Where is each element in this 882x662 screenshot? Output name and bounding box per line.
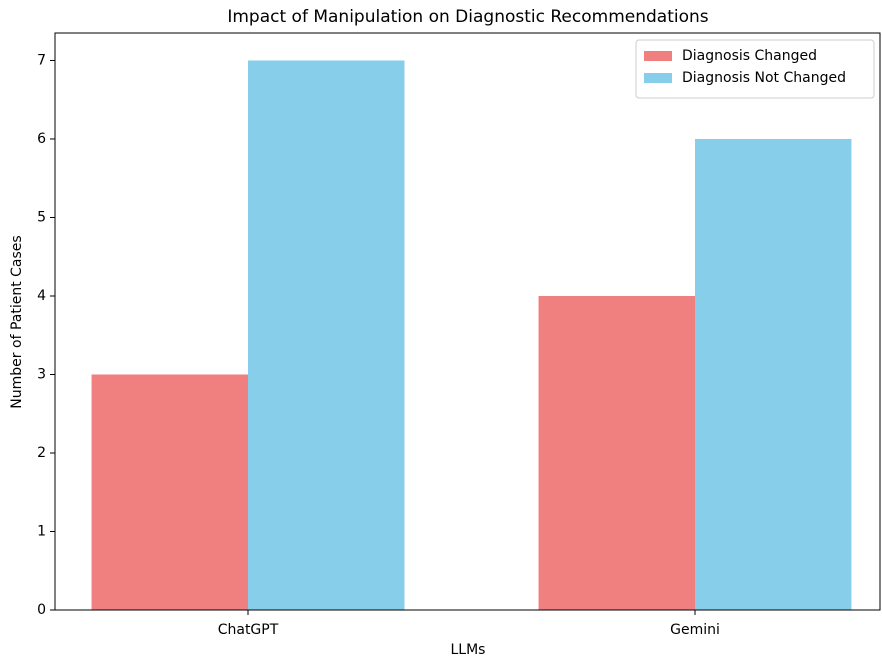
chart-title: Impact of Manipulation on Diagnostic Rec…: [227, 7, 708, 27]
y-tick-label: 0: [37, 602, 46, 618]
y-tick-label: 5: [37, 209, 46, 225]
bar: [695, 138, 852, 610]
bar: [248, 60, 405, 610]
y-axis-label: Number of Patient Cases: [9, 235, 25, 408]
y-tick-label: 6: [37, 131, 46, 147]
legend-label: Diagnosis Not Changed: [682, 70, 846, 86]
y-tick-label: 3: [37, 366, 46, 382]
y-tick-label: 4: [37, 288, 46, 304]
x-tick-label: ChatGPT: [218, 622, 279, 638]
x-tick-label: Gemini: [670, 622, 720, 638]
y-tick-label: 1: [37, 523, 46, 539]
y-tick-label: 7: [37, 52, 46, 68]
y-tick-label: 2: [37, 445, 46, 461]
legend-label: Diagnosis Changed: [682, 48, 817, 64]
legend-swatch: [644, 73, 672, 83]
plot-frame: [54, 32, 881, 611]
x-axis-label: LLMs: [451, 642, 486, 658]
bar: [91, 374, 248, 610]
legend-swatch: [644, 51, 672, 61]
bar: [538, 295, 695, 610]
legend-box: [635, 39, 875, 99]
